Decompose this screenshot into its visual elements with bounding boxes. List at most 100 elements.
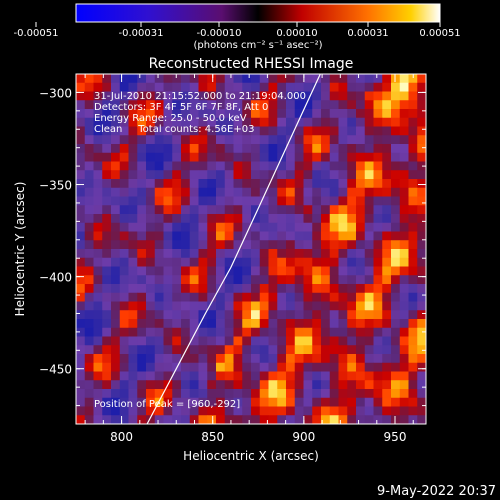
heatmap-cell	[76, 301, 86, 311]
heatmap-cell	[128, 152, 138, 162]
heatmap-cell	[417, 284, 426, 294]
heatmap-cell	[268, 240, 278, 250]
heatmap-cell	[268, 196, 278, 206]
heatmap-cell	[172, 345, 182, 355]
energy-range-annotation: Energy Range: 25.0 - 50.0 keV	[94, 113, 247, 124]
heatmap-cell	[242, 152, 252, 162]
heatmap-cell	[84, 380, 94, 390]
heatmap-cell	[356, 109, 366, 119]
heatmap-cell	[417, 249, 426, 259]
heatmap-cell	[286, 179, 296, 189]
heatmap-cell	[303, 231, 313, 241]
heatmap-cell	[137, 275, 147, 285]
heatmap-cell	[312, 257, 322, 267]
heatmap-cell	[268, 249, 278, 259]
heatmap-cell	[119, 319, 129, 329]
heatmap-cell	[303, 74, 313, 84]
heatmap-cell	[399, 310, 409, 320]
heatmap-cell	[382, 327, 392, 337]
heatmap-cell	[417, 415, 426, 424]
heatmap-cell	[329, 406, 339, 416]
heatmap-cell	[93, 266, 103, 276]
heatmap-cell	[268, 144, 278, 154]
heatmap-cell	[312, 135, 322, 145]
heatmap-cell	[128, 336, 138, 346]
heatmap-cell	[382, 170, 392, 180]
heatmap-cell	[391, 284, 401, 294]
heatmap-cell	[207, 275, 217, 285]
heatmap-cell	[391, 275, 401, 285]
heatmap-cell	[312, 397, 322, 407]
heatmap-cell	[312, 100, 322, 110]
heatmap-cell	[259, 266, 269, 276]
heatmap-cell	[198, 397, 208, 407]
heatmap-cell	[198, 205, 208, 215]
heatmap-cell	[321, 109, 331, 119]
heatmap-cell	[216, 214, 226, 224]
heatmap-cell	[391, 91, 401, 101]
heatmap-cell	[347, 152, 357, 162]
heatmap-cell	[268, 231, 278, 241]
heatmap-cell	[102, 109, 112, 119]
heatmap-cell	[399, 126, 409, 136]
heatmap-cell	[303, 222, 313, 232]
heatmap-cell	[76, 222, 86, 232]
heatmap-cell	[329, 135, 339, 145]
x-tick-label: 900	[292, 430, 315, 444]
heatmap-cell	[399, 100, 409, 110]
heatmap-cell	[373, 415, 383, 424]
heatmap-cell	[111, 371, 121, 381]
heatmap-cell	[417, 406, 426, 416]
heatmap-cell	[172, 380, 182, 390]
heatmap-cell	[172, 161, 182, 171]
heatmap-cell	[347, 249, 357, 259]
heatmap-cell	[163, 249, 173, 259]
heatmap-cell	[76, 319, 86, 329]
heatmap-cell	[198, 284, 208, 294]
heatmap-cell	[128, 214, 138, 224]
heatmap-cell	[417, 100, 426, 110]
heatmap-cell	[128, 222, 138, 232]
heatmap-cell	[111, 109, 121, 119]
heatmap-cell	[181, 380, 191, 390]
heatmap-cell	[233, 284, 243, 294]
heatmap-cell	[364, 135, 374, 145]
heatmap-cell	[146, 310, 156, 320]
heatmap-cell	[93, 170, 103, 180]
heatmap-cell	[417, 117, 426, 127]
heatmap-cell	[391, 406, 401, 416]
heatmap-cell	[364, 231, 374, 241]
info-annotations: 31-Jul-2010 21:15:52.000 to 21:19:04.000…	[94, 91, 306, 135]
heatmap-cell	[76, 266, 86, 276]
heatmap-cell	[189, 257, 199, 267]
heatmap-cell	[294, 231, 304, 241]
heatmap-cell	[146, 327, 156, 337]
heatmap-cell	[399, 354, 409, 364]
heatmap-cell	[259, 310, 269, 320]
heatmap-cell	[172, 135, 182, 145]
heatmap-cell	[93, 100, 103, 110]
heatmap-cell	[163, 284, 173, 294]
heatmap-cell	[242, 406, 252, 416]
heatmap-cell	[181, 144, 191, 154]
heatmap-cell	[181, 310, 191, 320]
heatmap-cell	[312, 310, 322, 320]
heatmap-cell	[382, 257, 392, 267]
heatmap-cell	[286, 310, 296, 320]
heatmap-cell	[137, 371, 147, 381]
heatmap-cell	[224, 117, 234, 127]
heatmap-cell	[224, 292, 234, 302]
heatmap-cell	[128, 266, 138, 276]
heatmap-cell	[251, 336, 261, 346]
heatmap-cell	[382, 152, 392, 162]
heatmap-cell	[338, 380, 348, 390]
heatmap-cell	[119, 275, 129, 285]
heatmap-cell	[399, 301, 409, 311]
heatmap-cell	[399, 179, 409, 189]
heatmap-cell	[268, 415, 278, 424]
heatmap-cell	[154, 82, 164, 92]
heatmap-cell	[399, 389, 409, 399]
heatmap-cell	[356, 380, 366, 390]
heatmap-cell	[259, 170, 269, 180]
heatmap-cell	[286, 362, 296, 372]
